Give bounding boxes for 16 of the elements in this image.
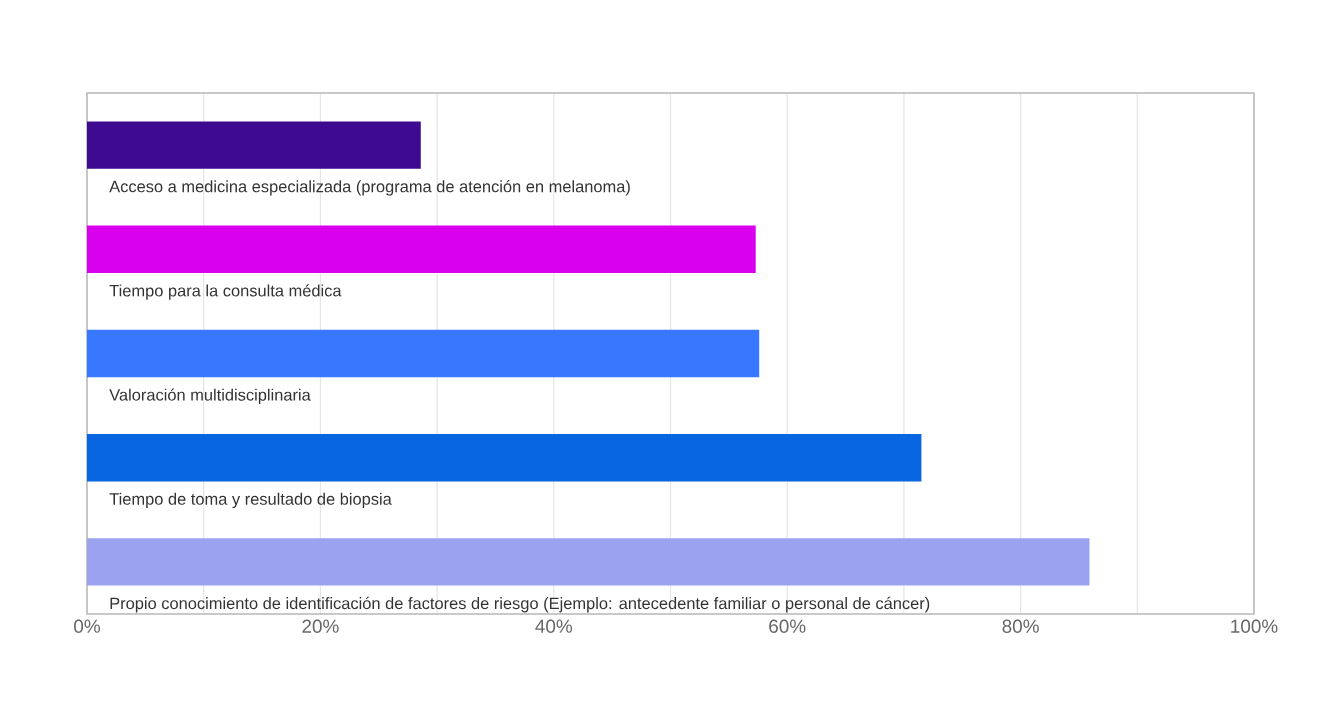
y-tick-label: Tiempo para la consulta médica — [109, 284, 342, 300]
x-tick-label: 60% — [769, 619, 806, 633]
y-tick-label: Tiempo de toma y resultado de biopsia — [109, 492, 392, 509]
y-tick-label: Valoración multidisciplinaria — [109, 388, 311, 404]
x-tick-label: 40% — [535, 619, 573, 633]
bar — [87, 329, 760, 378]
x-tick-label: 0% — [74, 619, 100, 633]
bar — [87, 434, 922, 482]
bar — [87, 225, 756, 274]
bar — [87, 121, 421, 169]
x-tick-label: 100% — [1231, 619, 1278, 633]
y-tick-label: Propio conocimiento de identificación de factores de riesgo (Ejemplo: antecedente familiar o personal de cáncer) — [110, 596, 930, 613]
bar — [87, 538, 1090, 586]
y-tick-label: Acceso a medicina especializada (programa de atención en melanoma) — [109, 180, 630, 196]
x-tick-label: 80% — [1002, 619, 1039, 633]
x-tick-label: 20% — [302, 619, 339, 633]
